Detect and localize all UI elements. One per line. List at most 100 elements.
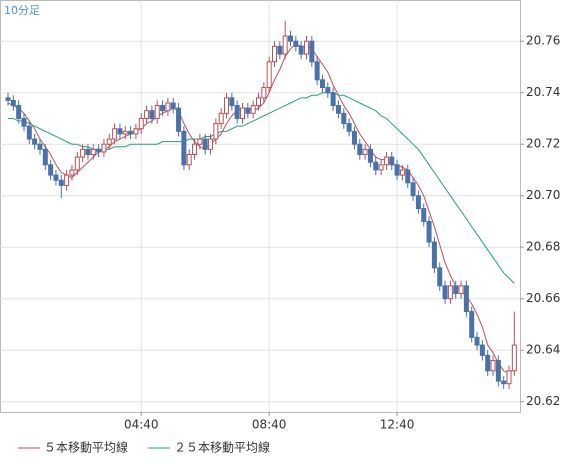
x-tick-label: 04:40 xyxy=(124,418,159,432)
candle-body xyxy=(53,174,59,181)
chart-title: 10分足 xyxy=(4,4,40,17)
candle-body xyxy=(389,156,395,166)
candle-body xyxy=(426,220,432,243)
candle-body xyxy=(117,128,123,135)
candle-body xyxy=(224,97,230,114)
moving-average-line xyxy=(7,43,515,374)
candle-body xyxy=(474,336,480,346)
candle-body xyxy=(64,174,70,186)
candle-body xyxy=(378,164,384,171)
candle-body xyxy=(48,164,54,176)
candle-body xyxy=(229,97,235,107)
candle-body xyxy=(245,107,251,114)
y-tick-label: 20.74 xyxy=(526,85,560,99)
y-tick-label: 20.68 xyxy=(526,240,560,254)
candle-body xyxy=(170,102,176,109)
candle-body xyxy=(437,267,443,287)
candle-body xyxy=(485,354,491,372)
candle-body xyxy=(479,344,485,356)
candle-body xyxy=(330,92,336,107)
candle-body xyxy=(69,169,75,176)
candle-body xyxy=(218,112,224,125)
candle-body xyxy=(240,107,246,119)
candle-body xyxy=(261,87,267,99)
candle-body xyxy=(293,40,299,47)
candle-body xyxy=(394,164,400,176)
candle-body xyxy=(266,61,272,89)
candle-body xyxy=(431,241,437,269)
candle-body xyxy=(186,154,192,166)
candle-body xyxy=(234,105,240,119)
candle-body xyxy=(303,40,309,55)
legend-label: ２５本移動平均線 xyxy=(174,440,270,455)
candle-body xyxy=(181,130,187,166)
candle-body xyxy=(506,370,512,385)
candle-body xyxy=(202,138,208,150)
candle-body xyxy=(85,148,91,156)
candle-body xyxy=(256,97,262,107)
candle-body xyxy=(208,138,214,150)
candle-body xyxy=(314,61,320,81)
candle-body xyxy=(415,195,421,210)
candle-body xyxy=(96,148,102,153)
candle-body xyxy=(287,35,293,42)
candle-body xyxy=(154,105,160,119)
x-tick-label: 08:40 xyxy=(252,418,287,432)
candle-body xyxy=(442,285,448,300)
candle-body xyxy=(277,45,283,55)
candle-body xyxy=(250,105,256,114)
candle-body xyxy=(16,105,22,119)
candle-body xyxy=(213,123,219,140)
candle-body xyxy=(37,143,43,150)
candle-body xyxy=(501,380,507,385)
candle-body xyxy=(106,138,112,145)
candle-body xyxy=(367,148,373,163)
y-tick-label: 20.76 xyxy=(526,34,560,48)
candle-body xyxy=(319,79,325,89)
legend-label: ５本移動平均線 xyxy=(44,440,128,455)
candle-body xyxy=(357,143,363,155)
candle-body xyxy=(341,112,347,125)
y-tick-label: 20.62 xyxy=(526,394,560,408)
candle-body xyxy=(272,45,277,63)
candle-body xyxy=(399,169,405,176)
candle-body xyxy=(383,156,389,166)
candle-body xyxy=(149,110,155,119)
y-tick-label: 20.72 xyxy=(526,137,560,151)
candle-body xyxy=(495,360,501,382)
candle-body xyxy=(80,148,86,158)
candle-body xyxy=(362,148,368,156)
candle-body xyxy=(447,285,453,300)
candle-body xyxy=(90,148,96,156)
candle-body xyxy=(192,143,198,155)
candle-body xyxy=(490,360,496,372)
y-tick-label: 20.70 xyxy=(526,188,560,202)
candle-body xyxy=(112,128,118,140)
candle-body xyxy=(421,208,427,222)
candle-body xyxy=(144,110,150,119)
plot-frame xyxy=(0,0,521,413)
candle-body xyxy=(469,311,475,338)
candle-body xyxy=(373,161,379,171)
candle-body xyxy=(309,40,315,63)
candle-body xyxy=(282,35,288,55)
candle-body xyxy=(458,285,464,295)
candle-body xyxy=(138,117,144,130)
candle-body xyxy=(325,87,331,94)
candle-body xyxy=(101,143,107,153)
candle-body xyxy=(133,128,139,135)
candle-body xyxy=(453,285,459,295)
candle-body xyxy=(463,285,469,313)
candle-body xyxy=(165,102,171,112)
candle-body xyxy=(5,97,11,101)
candle-body xyxy=(32,138,38,145)
candle-body xyxy=(351,130,357,145)
candle-body xyxy=(197,138,203,145)
candle-body xyxy=(405,169,411,184)
candle-body xyxy=(21,117,27,127)
candle-body xyxy=(122,130,128,135)
candle-body xyxy=(10,99,16,107)
y-tick-label: 20.66 xyxy=(526,291,560,305)
